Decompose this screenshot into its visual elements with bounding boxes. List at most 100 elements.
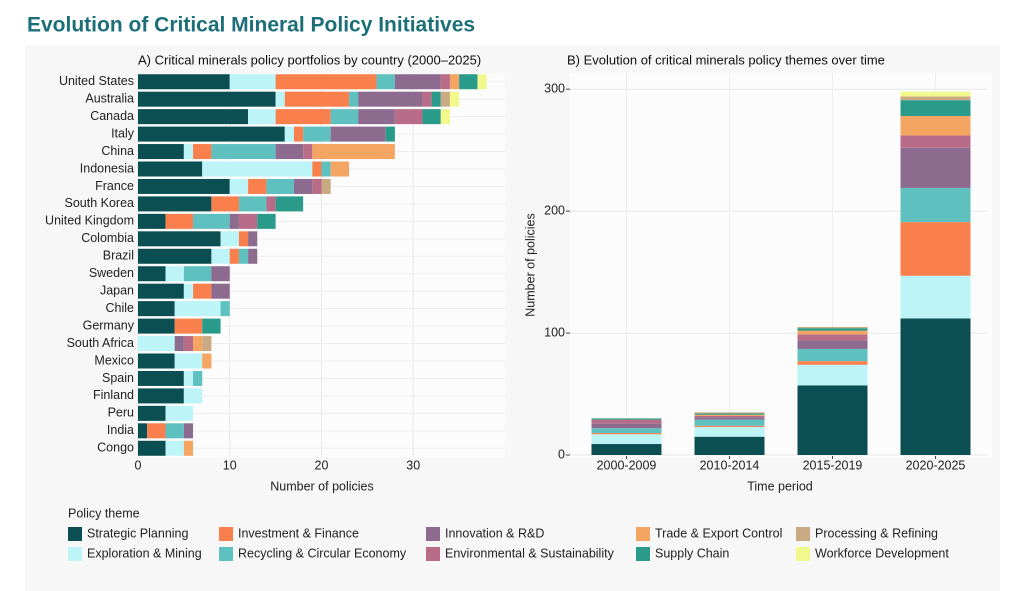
bar-segment — [238, 231, 249, 247]
bar-segment — [248, 109, 276, 125]
bar-segment — [138, 248, 212, 264]
bar-segment — [312, 144, 395, 160]
bar-segment — [138, 144, 184, 160]
y-tick-label: France — [95, 179, 134, 193]
x-tick-label: 30 — [406, 458, 420, 472]
y-tick-label: 200 — [544, 203, 565, 217]
bar-segment — [591, 444, 662, 455]
legend-swatch — [68, 547, 82, 561]
legend-swatch — [636, 547, 650, 561]
bar-segment — [900, 147, 971, 188]
bar-segment — [900, 91, 971, 97]
bar-segment — [694, 425, 765, 427]
bar-segment — [174, 353, 203, 369]
bar-segment — [312, 161, 322, 177]
bar-segment — [202, 161, 313, 177]
bar-segment — [275, 144, 304, 160]
bar-segment — [138, 161, 203, 177]
bar-segment — [138, 318, 175, 334]
bar-segment — [440, 74, 450, 90]
x-tick-label: 2015-2019 — [803, 458, 863, 472]
bar-segment — [238, 248, 249, 264]
bar-segment — [321, 178, 331, 194]
bar-segment — [694, 414, 765, 416]
y-tick-label: United Kingdom — [45, 214, 134, 228]
x-tick-label: 2020-2025 — [906, 458, 966, 472]
legend-label: Processing & Refining — [815, 526, 938, 540]
bar-segment — [248, 231, 258, 247]
bar-segment — [138, 74, 230, 90]
bar-segment — [147, 423, 166, 439]
legend-label: Workforce Development — [815, 546, 949, 560]
bar-segment — [165, 405, 194, 421]
bar-segment — [138, 231, 221, 247]
bar-segment — [477, 74, 487, 90]
bar-segment — [694, 415, 765, 418]
y-tick-label: Peru — [108, 406, 134, 420]
bar-segment — [193, 336, 203, 352]
bar-segment — [900, 187, 971, 223]
bar-segment — [591, 434, 662, 445]
bar-segment — [138, 370, 184, 386]
bar-segment — [275, 91, 285, 107]
bar-segment — [900, 135, 971, 148]
legend-swatch — [426, 547, 440, 561]
legend-swatch — [68, 527, 82, 541]
bar-segment — [591, 428, 662, 434]
legend-swatch — [426, 527, 440, 541]
bar-segment — [900, 275, 971, 319]
bar-segment — [349, 91, 359, 107]
bar-segment — [248, 178, 267, 194]
bar-segment — [321, 161, 331, 177]
y-tick-label: Indonesia — [80, 161, 134, 175]
bar-segment — [266, 196, 276, 212]
y-tick-label: Finland — [93, 388, 134, 402]
y-tick-label: China — [101, 144, 134, 158]
bar-segment — [694, 417, 765, 420]
bar-segment — [293, 178, 313, 194]
bar-segment — [694, 419, 765, 426]
bar-segment — [330, 161, 350, 177]
bar-segment — [238, 196, 267, 212]
bar-segment — [183, 423, 194, 439]
bar-segment — [138, 126, 285, 142]
bar-segment — [266, 178, 294, 194]
bar-segment — [138, 301, 175, 317]
bar-segment — [138, 91, 276, 107]
bar-segment — [422, 91, 432, 107]
bar-segment — [900, 222, 971, 276]
bar-segment — [900, 96, 971, 101]
bar-segment — [165, 266, 184, 282]
bar-segment — [394, 74, 441, 90]
legend-label: Supply Chain — [655, 546, 729, 560]
bar-segment — [183, 336, 194, 352]
bar-segment — [449, 91, 460, 107]
bar-segment — [202, 353, 212, 369]
bar-segment — [138, 178, 230, 194]
y-tick-label: Mexico — [94, 353, 134, 367]
bar-segment — [229, 213, 239, 229]
bar-segment — [422, 109, 441, 125]
y-axis-label: Number of policies — [523, 213, 537, 317]
legend-label: Investment & Finance — [238, 526, 359, 540]
bar-segment — [138, 440, 166, 456]
bar-segment — [591, 423, 662, 429]
bar-segment — [165, 423, 184, 439]
bar-segment — [183, 144, 194, 160]
bar-segment — [211, 196, 239, 212]
y-tick-label: Germany — [83, 318, 135, 332]
y-tick-label: India — [107, 423, 134, 437]
page-title: Evolution of Critical Mineral Policy Ini… — [27, 14, 475, 37]
bar-segment — [449, 74, 460, 90]
bar-segment — [431, 91, 441, 107]
bar-segment — [183, 283, 194, 299]
x-tick-label: 2010-2014 — [700, 458, 760, 472]
y-tick-label: Italy — [111, 126, 135, 140]
bar-segment — [694, 412, 765, 414]
bar-segment — [138, 353, 175, 369]
bar-segment — [459, 74, 478, 90]
legend-swatch — [219, 547, 233, 561]
bar-segment — [183, 440, 194, 456]
bar-segment — [183, 266, 212, 282]
bar-segment — [358, 109, 395, 125]
